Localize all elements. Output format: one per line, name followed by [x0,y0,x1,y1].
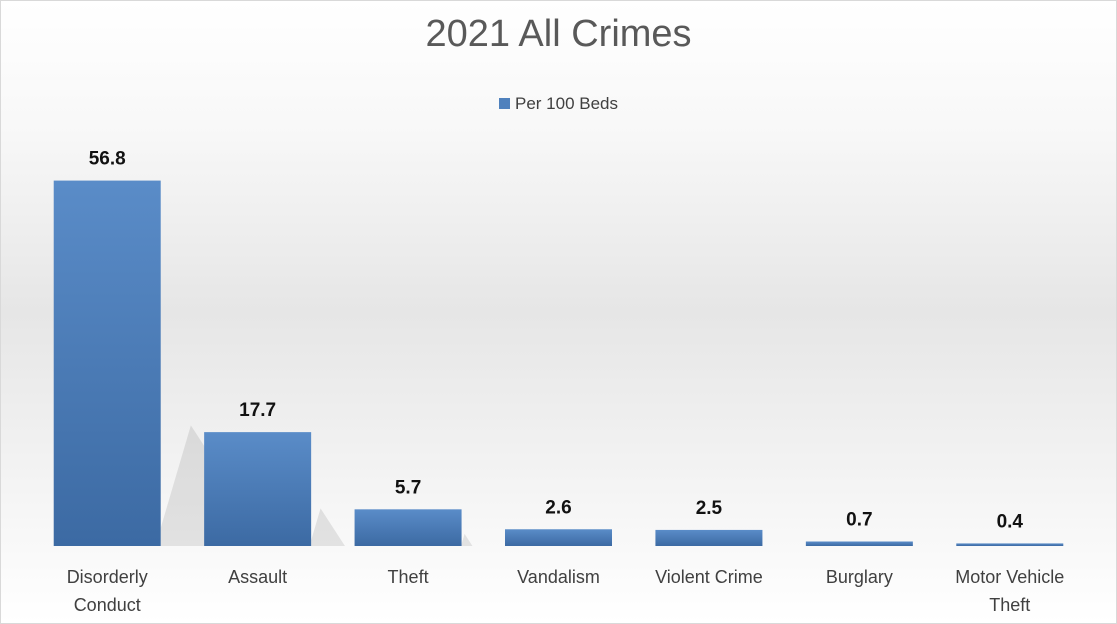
category-label: Motor Vehicle Theft [955,567,1064,615]
bar [655,529,763,546]
data-label: 0.7 [846,509,872,530]
data-label: 5.7 [395,477,421,498]
legend-swatch [498,98,510,109]
bar [956,543,1064,546]
bars [53,180,1064,546]
bar [505,529,612,546]
bar [805,541,913,546]
bar [53,180,161,546]
data-label: 17.7 [239,400,276,421]
bar-shadow [311,508,345,546]
data-label: 56.8 [89,149,126,170]
category-label: Burglary [826,567,893,587]
category-label: Violent Crime [655,567,763,587]
data-label: 2.6 [545,497,571,518]
value-labels: 56.8 17.7 5.7 2.6 2.5 0.7 0.4 [89,149,1024,533]
category-label: Theft [388,567,429,587]
legend-label: Per 100 Beds [514,94,618,113]
category-label: Assault [228,567,287,587]
category-label: Disorderly Conduct [67,567,148,615]
data-label: 2.5 [696,498,723,519]
bar [354,509,462,546]
data-label: 0.4 [997,511,1024,532]
category-labels: Disorderly Conduct Assault Theft Vandalism Vi… [67,567,1065,615]
chart-title: 2021 All Crimes [425,13,692,55]
category-label: Vandalism [517,567,600,587]
bar [204,432,312,546]
legend: Per 100 Beds [1,94,1116,114]
bar-shadow [461,533,473,546]
